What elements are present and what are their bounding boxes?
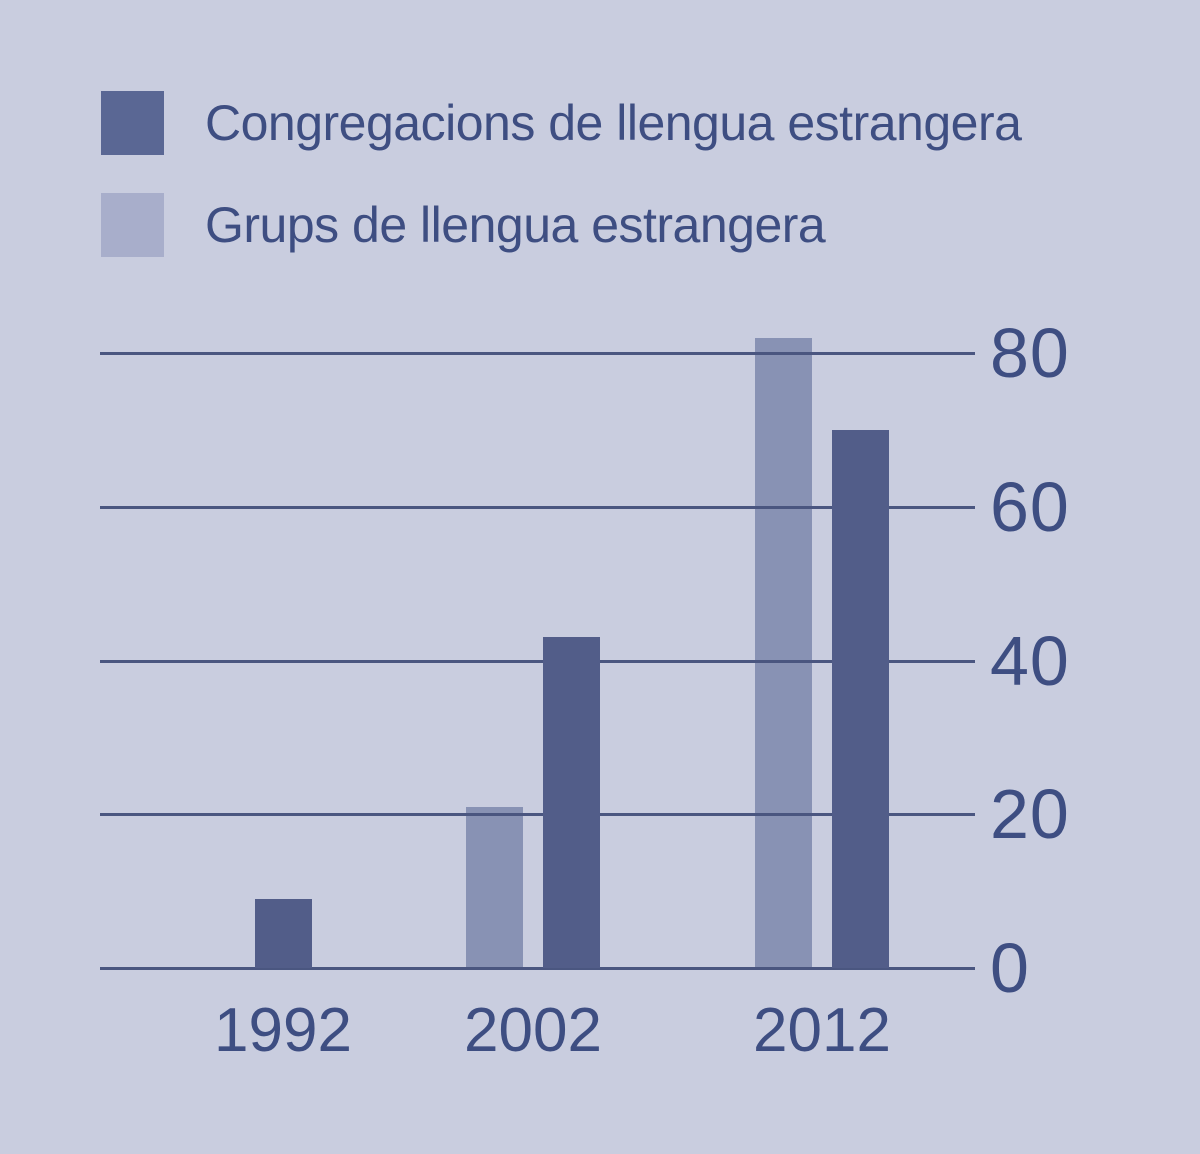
gridline-60 — [100, 505, 975, 509]
legend-label: Grups de llengua estrangera — [205, 197, 826, 253]
bar-2002-grups — [466, 807, 523, 968]
x-axis-line — [100, 967, 975, 970]
bar-2002-congregacions — [543, 637, 600, 968]
y-tick-label-40: 40 — [990, 621, 1070, 700]
x-label-2012: 2012 — [753, 996, 891, 1065]
gridline-40 — [100, 659, 975, 663]
y-tick-label-0: 0 — [990, 929, 1030, 1007]
bar-1992-congregacions — [255, 899, 312, 968]
gridline-80 — [100, 352, 975, 355]
legend-item-congregacions: Congregacions de llengua estrangera — [101, 91, 1022, 155]
gridline-20 — [100, 813, 975, 817]
bar-2012-grups — [755, 338, 812, 968]
y-tick-label-20: 20 — [990, 775, 1070, 854]
x-label-2002: 2002 — [464, 996, 602, 1065]
x-label-1992: 1992 — [214, 996, 352, 1065]
legend-item-grups: Grups de llengua estrangera — [101, 193, 826, 257]
legend-swatch-dark — [101, 91, 164, 155]
bar-2012-congregacions — [832, 430, 889, 968]
legend-swatch-light — [101, 193, 164, 257]
y-tick-label-60: 60 — [990, 467, 1070, 546]
legend-label: Congregacions de llengua estrangera — [205, 95, 1022, 151]
y-tick-label-80: 80 — [990, 314, 1070, 392]
